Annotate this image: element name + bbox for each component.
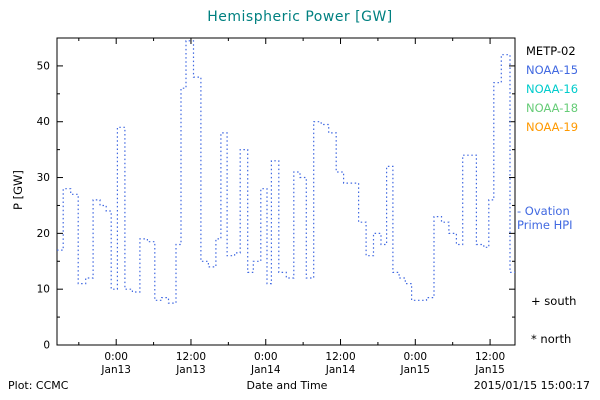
x-tick-date-label: Jan15 bbox=[474, 364, 505, 376]
model-legend-line1: - Ovation bbox=[517, 204, 570, 218]
y-tick-label: 20 bbox=[37, 228, 50, 240]
legend-item-noaa-16: NOAA-16 bbox=[526, 82, 579, 96]
plot-credit: Plot: CCMC bbox=[8, 379, 69, 392]
x-tick-time-label: 0:00 bbox=[254, 351, 278, 363]
y-tick-label: 40 bbox=[37, 116, 50, 128]
x-tick-date-label: Jan14 bbox=[250, 364, 281, 376]
x-tick-date-label: Jan13 bbox=[100, 364, 131, 376]
x-tick-time-label: 0:00 bbox=[104, 351, 128, 363]
y-tick-label: 50 bbox=[37, 60, 50, 72]
north-marker-label: * north bbox=[531, 332, 572, 346]
model-legend-line2: Prime HPI bbox=[517, 218, 573, 232]
x-tick-time-label: 12:00 bbox=[176, 351, 206, 363]
satellite-legend: METP-02 NOAA-15 NOAA-16 NOAA-18 NOAA-19 bbox=[526, 42, 578, 137]
y-tick-label: 0 bbox=[43, 340, 50, 352]
x-tick-time-label: 0:00 bbox=[404, 351, 428, 363]
x-tick-time-label: 12:00 bbox=[325, 351, 355, 363]
hpi-step-line bbox=[57, 40, 515, 304]
x-tick-date-label: Jan15 bbox=[400, 364, 431, 376]
x-tick-date-label: Jan13 bbox=[175, 364, 206, 376]
page-title: Hemispheric Power [GW] bbox=[207, 9, 393, 25]
legend-item-noaa-18: NOAA-18 bbox=[526, 101, 579, 115]
plot-frame bbox=[56, 37, 516, 346]
y-tick-label: 30 bbox=[37, 172, 50, 184]
x-axis-label: Date and Time bbox=[246, 379, 328, 392]
south-marker-label: + south bbox=[531, 294, 577, 308]
legend-item-noaa-15: NOAA-15 bbox=[526, 63, 579, 77]
y-tick-label: 10 bbox=[37, 284, 50, 296]
legend-item-noaa-19: NOAA-19 bbox=[526, 120, 579, 134]
x-tick-time-label: 12:00 bbox=[475, 351, 505, 363]
plot-timestamp: 2015/01/15 15:00:17 bbox=[473, 379, 590, 392]
legend-item-metp-02: METP-02 bbox=[526, 44, 576, 58]
x-tick-date-label: Jan14 bbox=[325, 364, 356, 376]
model-legend: - Ovation Prime HPI bbox=[517, 204, 573, 232]
